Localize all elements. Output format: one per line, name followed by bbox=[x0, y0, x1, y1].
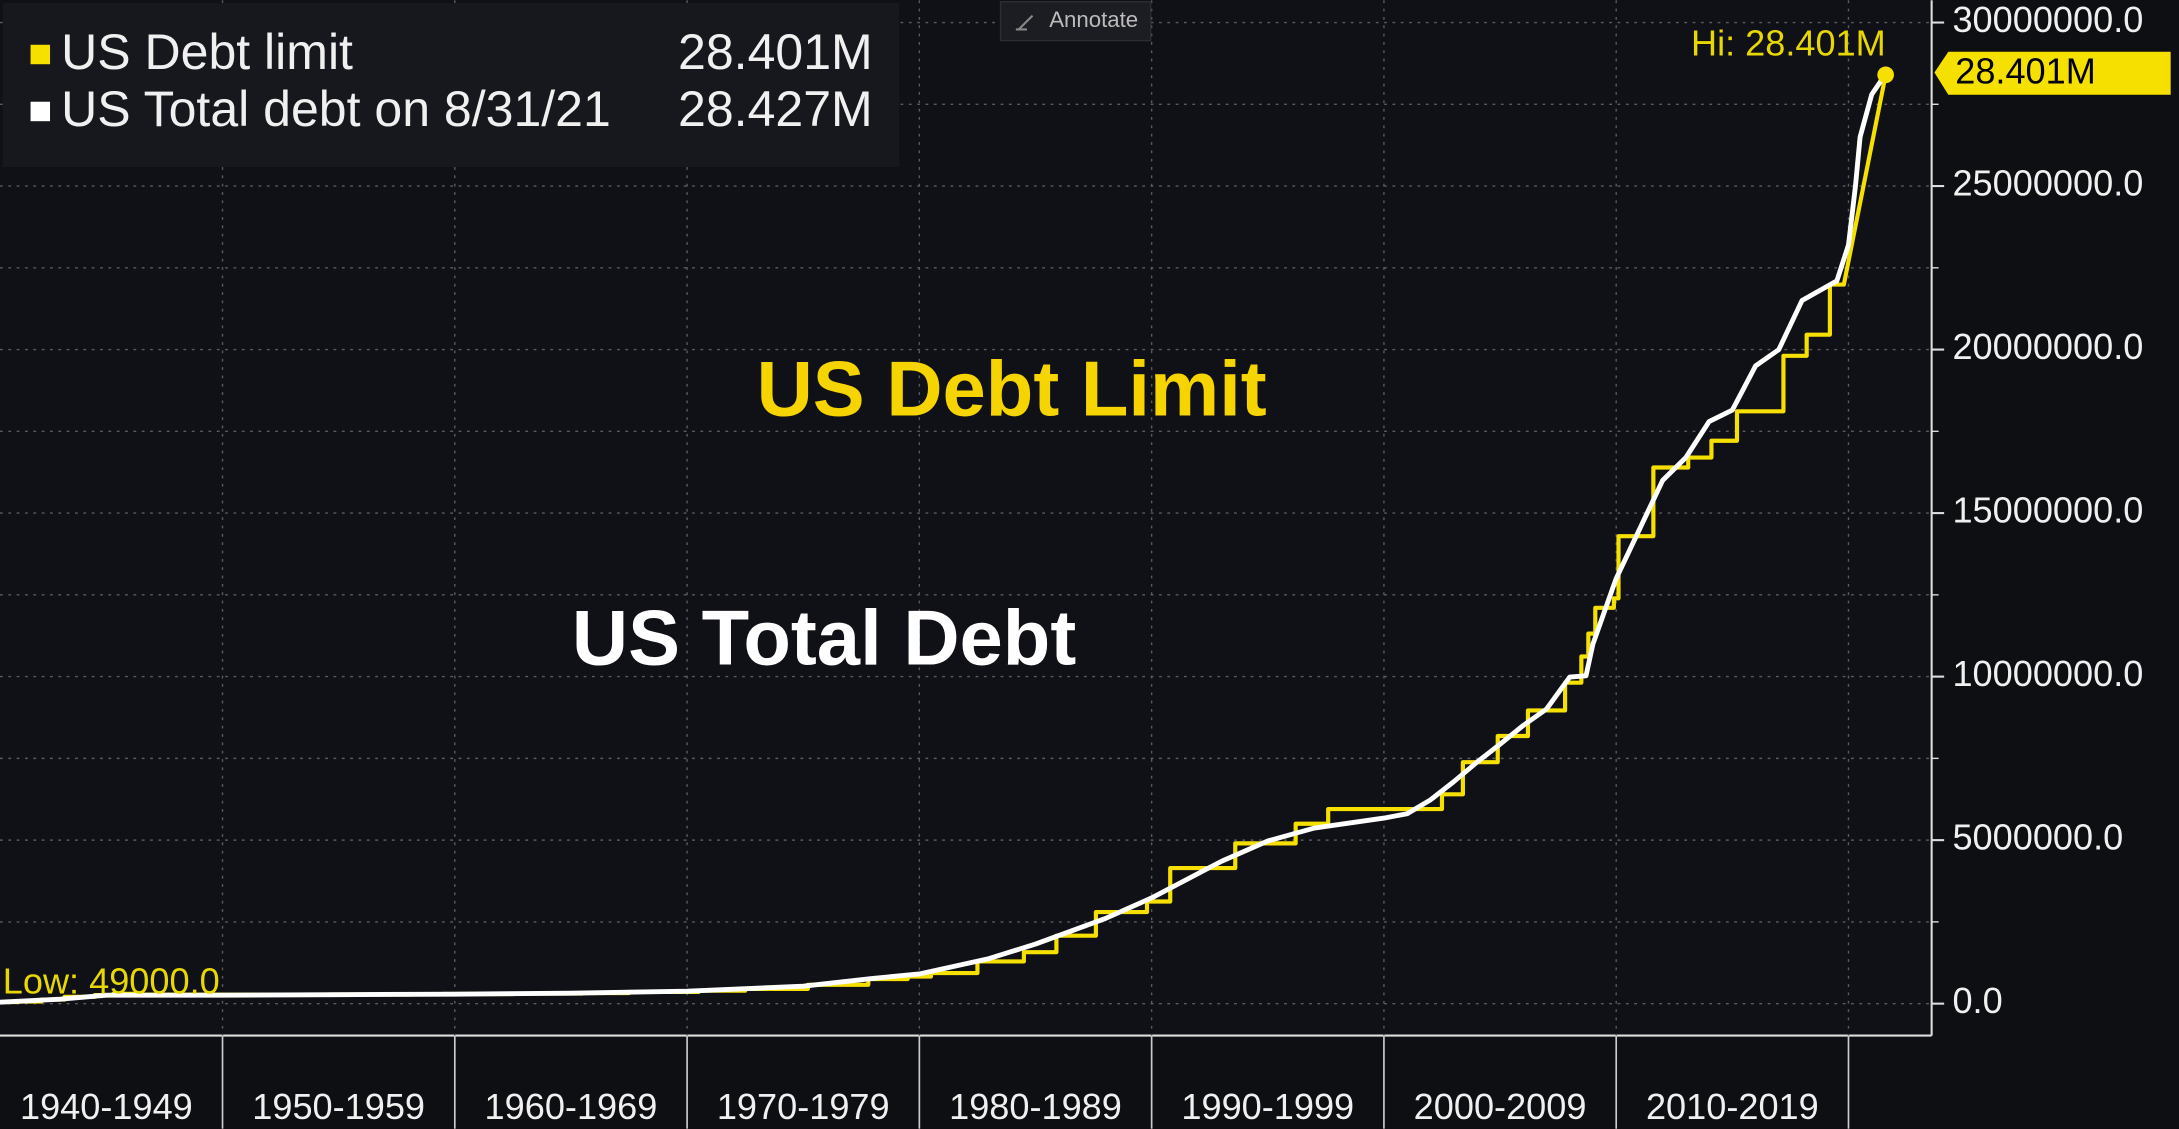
legend: US Debt limit 28.401M US Total debt on 8/3… bbox=[30, 24, 873, 137]
annotation: US Debt Limit bbox=[757, 347, 1267, 433]
legend-label: US Debt limit bbox=[61, 24, 353, 80]
hi-label: Hi: 28.401M bbox=[1691, 23, 1886, 64]
x-tick-label: 1950-1959 bbox=[252, 1086, 425, 1127]
series-group bbox=[0, 66, 1894, 1005]
x-tick-label: 2010-2019 bbox=[1646, 1086, 1819, 1127]
series-line bbox=[0, 72, 1888, 1005]
y-tick-label: 15000000.0 bbox=[1952, 490, 2143, 531]
last-value-tag: 28.401M bbox=[1955, 50, 2096, 91]
x-tick-label: 1980-1989 bbox=[949, 1086, 1122, 1127]
y-tick-label: 10000000.0 bbox=[1952, 653, 2143, 694]
y-tick-label: 5000000.0 bbox=[1952, 817, 2123, 858]
y-tick-label: 25000000.0 bbox=[1952, 163, 2143, 204]
annotate-button[interactable]: Annotate bbox=[999, 0, 1152, 42]
legend-swatch bbox=[30, 44, 51, 65]
x-tick-label: 1970-1979 bbox=[717, 1086, 890, 1127]
legend-swatch bbox=[30, 101, 51, 122]
legend-box bbox=[2, 3, 900, 168]
x-tick-label: 1940-1949 bbox=[20, 1086, 193, 1127]
legend-label: US Total debt on 8/31/21 bbox=[61, 81, 611, 137]
x-tick-label: 1990-1999 bbox=[1181, 1086, 1354, 1127]
annotation: US Total Debt bbox=[572, 595, 1076, 681]
annotate-label[interactable]: Annotate bbox=[1049, 7, 1138, 32]
legend-value: 28.401M bbox=[678, 24, 873, 80]
low-label: Low: 49000.0 bbox=[3, 961, 220, 1002]
x-tick-label: 2000-2009 bbox=[1414, 1086, 1587, 1127]
last-value-tag-bg bbox=[1934, 51, 2171, 95]
y-tick-label: 30000000.0 bbox=[1952, 0, 2143, 40]
x-tick-label: 1960-1969 bbox=[485, 1086, 658, 1127]
hi-marker bbox=[1877, 66, 1894, 84]
y-tick-label: 0.0 bbox=[1952, 980, 2002, 1021]
y-tick-label: 20000000.0 bbox=[1952, 326, 2143, 367]
annotate-icon bbox=[1015, 14, 1034, 31]
plot-area bbox=[0, 0, 1932, 1035]
legend-value: 28.427M bbox=[678, 81, 873, 137]
